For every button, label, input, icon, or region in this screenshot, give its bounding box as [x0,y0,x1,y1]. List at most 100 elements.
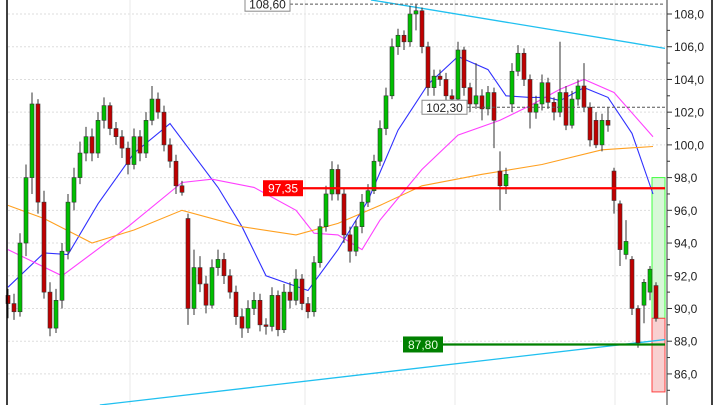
candle-body [305,303,311,313]
candle-body [605,120,611,126]
candle-body [497,170,503,187]
candle-body [491,92,497,121]
level-label: 102,30 [426,101,463,115]
candle [179,180,185,196]
candle-body [359,201,365,227]
candle [587,102,593,147]
price-levels[interactable]: 97,35 87,80 108,60 102,30 [244,0,665,353]
candle-body [17,242,23,313]
candle-body [263,324,269,327]
candle-body [71,177,77,203]
candle [197,256,203,293]
candle-body [191,267,197,309]
candle [257,293,263,332]
level-resistance[interactable]: 97,35 [263,180,665,197]
candle [545,77,551,109]
candle-body [401,34,407,43]
candle [605,107,611,132]
level-label: 87,80 [408,338,438,352]
candle [71,167,77,211]
level-high-marker[interactable]: 108,60 [244,0,665,12]
candle-body [395,34,401,48]
candle-body [317,226,323,263]
candle-body [23,177,29,244]
candle [527,74,533,129]
candle-body [101,105,107,121]
candle [311,256,317,317]
candle [203,275,209,314]
candle-body [569,98,575,126]
level-mid-marker[interactable]: 102,30 [421,99,665,115]
axis-tick-label: 100,0 [674,138,704,152]
candle [227,269,233,299]
candle-body [185,218,191,309]
level-label-box [244,0,291,12]
axis-tick-label: 102,0 [674,106,704,120]
candle-body [515,52,521,72]
trendlines [99,0,666,405]
candle-body [383,95,389,129]
candle [341,189,347,244]
axis-tick-label: 88,0 [674,335,698,349]
candle [23,164,29,257]
candle [293,269,299,306]
candle [509,63,515,113]
candle-body [581,85,587,108]
trendline-upper [370,0,666,49]
candle-body [89,136,95,154]
candle [593,112,599,149]
candle [143,112,149,158]
candle [335,164,341,201]
candle-body [479,95,485,110]
trendline-lower [99,338,666,405]
candle-body [575,85,581,100]
candle-body [335,169,341,195]
candle [647,265,653,301]
candle [641,279,647,324]
candle-body [647,268,653,293]
candle-body [485,92,491,110]
candle [623,220,629,260]
candle-body [149,98,155,121]
candle-body [113,128,119,138]
candle [479,89,485,121]
candle-body [5,295,11,304]
candle [473,63,479,109]
candle-body [227,275,233,293]
candle [287,282,293,309]
candle [317,218,323,268]
candle [359,193,365,234]
candle [149,85,155,126]
candle [89,128,95,162]
candle-body [281,291,287,331]
candle-body [449,95,455,100]
candle-body [437,75,443,80]
candle-body [239,316,245,329]
candle [233,285,239,325]
candle-body [377,128,383,162]
candle [173,154,179,194]
candle [581,63,587,113]
level-label: 97,35 [268,182,298,196]
candle [77,141,83,185]
candle [305,297,311,319]
candle [167,138,173,168]
candle [437,69,443,86]
candle [185,213,191,325]
candle-body [617,203,623,250]
candle-body [503,174,509,187]
level-support[interactable]: 87,80 [403,336,665,353]
candle-body [599,120,605,146]
candle [407,5,413,47]
candle [515,45,521,77]
candle [485,85,491,116]
candle-body [161,111,167,146]
candle-body [47,291,53,329]
candle-body [167,144,173,162]
candle [329,161,335,201]
axis-tick-label: 106,0 [674,40,704,54]
candle-body [179,185,185,193]
candle [455,41,461,104]
level-label-box [403,336,443,353]
